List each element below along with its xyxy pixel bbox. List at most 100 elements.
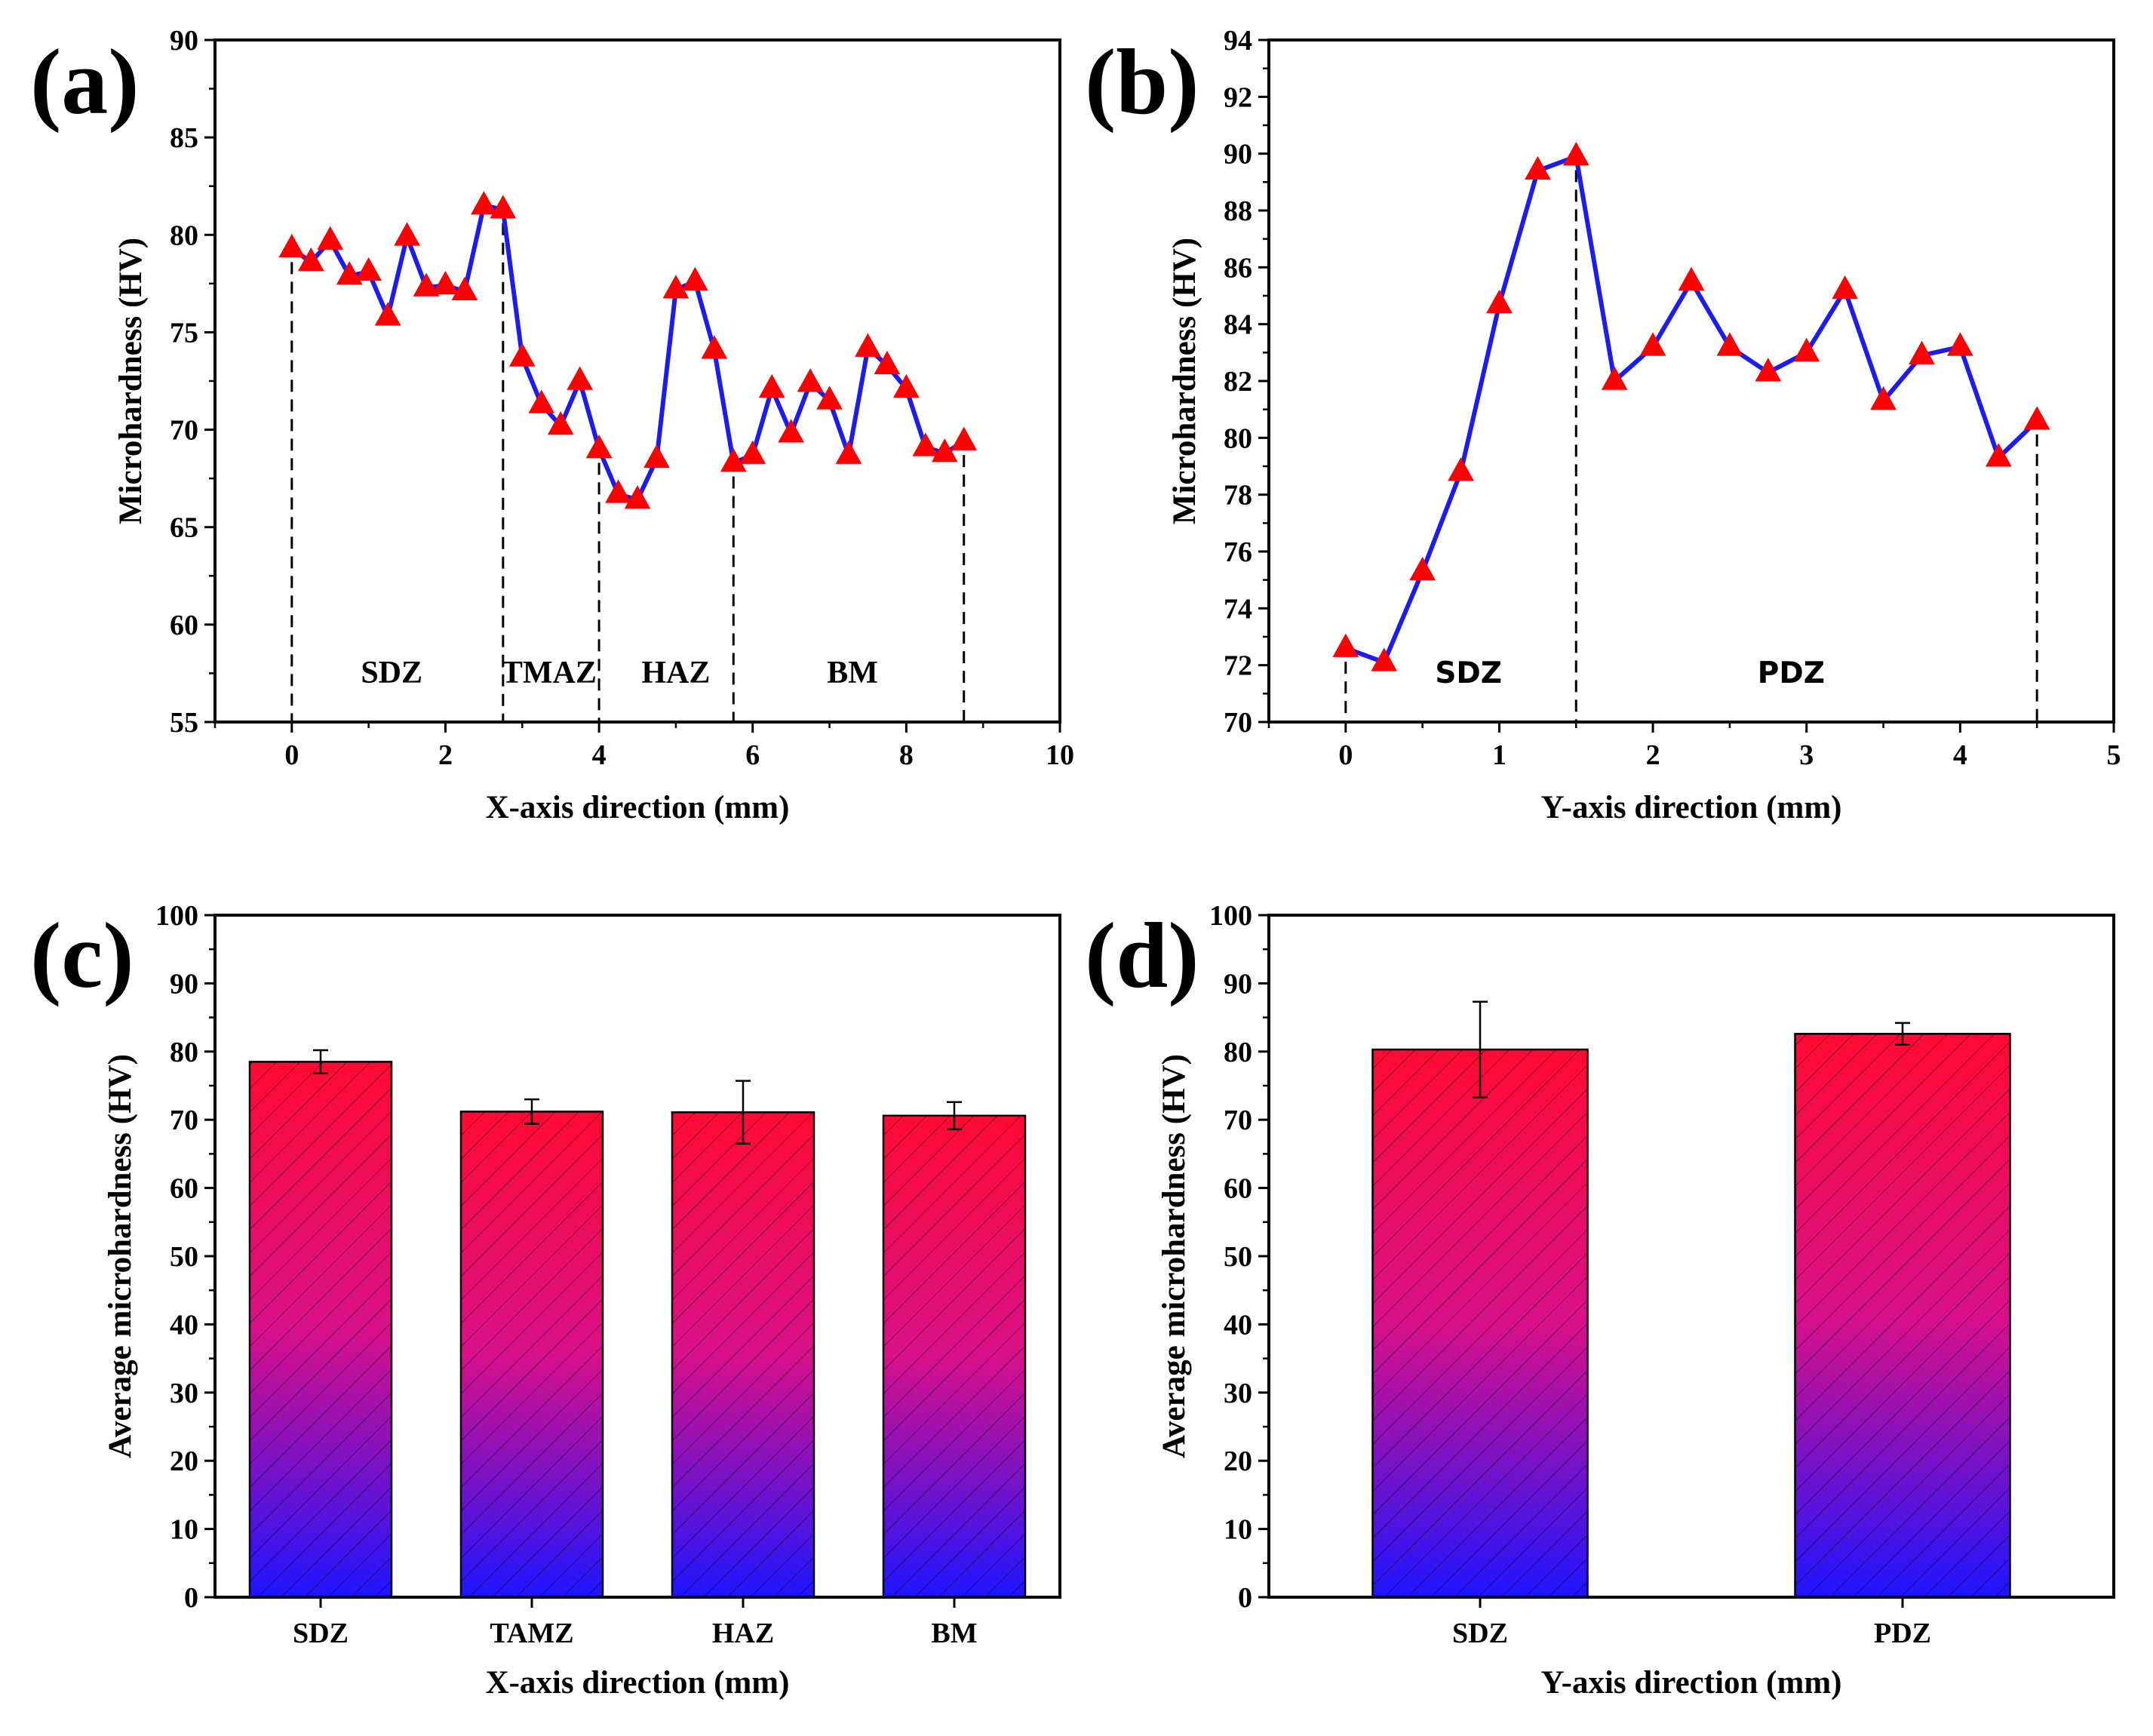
x-tick-label: PDZ <box>1874 1618 1931 1649</box>
x-tick-label: 10 <box>1046 739 1074 771</box>
data-point <box>874 350 901 375</box>
y-tick-label: 100 <box>155 900 198 932</box>
y-tick-label: 90 <box>170 968 198 1000</box>
y-tick-label: 90 <box>1224 968 1252 1000</box>
y-tick-label: 74 <box>1224 593 1252 625</box>
bar-hatch <box>1371 1048 1589 1599</box>
data-point <box>643 444 670 469</box>
data-point <box>951 426 978 450</box>
y-tick-label: 80 <box>170 1037 198 1068</box>
data-point <box>701 335 728 359</box>
data-point <box>528 389 555 413</box>
zone-label: BM <box>827 656 878 690</box>
data-point <box>567 366 593 390</box>
y-tick-label: 100 <box>1209 900 1252 932</box>
y-tick-label: 80 <box>1224 422 1252 454</box>
y-tick-label: 60 <box>170 1173 198 1205</box>
zone-label: HAZ <box>641 656 710 690</box>
data-point <box>2023 406 2050 430</box>
data-point <box>1985 443 2012 467</box>
chart-d: 0 10 20 30 40 50 60 70 80 90 100 Y-axis direction (… <box>1156 900 2115 1701</box>
x-tick-label: SDZ <box>1452 1618 1508 1649</box>
y-tick-label: 65 <box>170 512 198 544</box>
y-tick-label: 60 <box>1224 1173 1252 1205</box>
plot-frame <box>1267 914 2115 1599</box>
data-point <box>394 222 420 246</box>
chart-a: 55 60 65 70 75 80 85 90 X-axis direction (mm) Mic… <box>113 25 1074 825</box>
data-point <box>739 440 766 464</box>
data-point <box>797 368 824 392</box>
data-point <box>1947 332 1973 356</box>
y-tick-label: 84 <box>1224 309 1252 341</box>
data-point <box>490 195 517 219</box>
y-tick-label: 82 <box>1224 366 1252 398</box>
x-tick-label: 1 <box>1492 739 1506 771</box>
y-tick-label: 70 <box>170 415 198 447</box>
data-point <box>1909 340 1935 364</box>
y-tick-label: 90 <box>1224 139 1252 171</box>
plot-frame <box>1267 38 2115 724</box>
data-point <box>1870 386 1897 410</box>
y-tick-label: 80 <box>170 220 198 251</box>
x-tick-label: 2 <box>1646 739 1660 771</box>
data-point <box>720 448 747 472</box>
data-point <box>1486 289 1513 314</box>
x-axis-title: X-axis direction (mm) <box>486 1665 790 1701</box>
x-tick-label: 8 <box>899 739 914 771</box>
data-point <box>778 419 804 443</box>
y-tick-label: 70 <box>170 1105 198 1136</box>
plot-frame <box>213 914 1061 1599</box>
y-tick-label: 90 <box>170 25 198 57</box>
y-tick-label: 72 <box>1224 650 1252 682</box>
data-point <box>1639 332 1666 356</box>
data-point <box>682 266 708 291</box>
y-tick-label: 10 <box>170 1514 198 1546</box>
data-point <box>317 226 344 250</box>
y-tick-label: 70 <box>1224 707 1252 739</box>
y-tick-label: 55 <box>170 707 198 739</box>
x-tick-label: 5 <box>2107 739 2121 771</box>
data-point <box>585 434 613 459</box>
y-axis-title: Average microhardness (HV) <box>103 1054 138 1458</box>
y-tick-label: 75 <box>170 317 198 349</box>
y-tick-label: 80 <box>1224 1037 1252 1068</box>
data-point <box>471 191 497 215</box>
zone-label: SDZ <box>1435 656 1502 690</box>
data-point <box>432 270 459 295</box>
data-point <box>355 257 382 281</box>
data-point <box>758 373 785 398</box>
series-line <box>1344 154 2039 665</box>
data-point <box>1755 358 1782 382</box>
panel-b-letter: (b) <box>1085 30 1199 134</box>
y-tick-label: 60 <box>170 610 198 641</box>
zone-label: SDZ <box>361 656 422 690</box>
chart-b: 70 72 74 76 78 80 82 84 86 88 90 92 94 Y-axis directi… <box>1167 25 2121 825</box>
y-axis-title: Microhardness (HV) <box>113 238 149 524</box>
plot-frame <box>213 38 1061 724</box>
y-tick-label: 50 <box>170 1241 198 1273</box>
data-point <box>1448 457 1474 481</box>
y-tick-label: 78 <box>1224 480 1252 512</box>
data-point <box>336 261 363 285</box>
y-tick-label: 70 <box>1224 1105 1252 1136</box>
data-point <box>855 333 881 357</box>
y-tick-label: 92 <box>1224 81 1252 113</box>
y-tick-label: 85 <box>170 122 198 154</box>
bar-hatch <box>671 1111 815 1599</box>
x-axis-title: X-axis direction (mm) <box>486 790 790 825</box>
panel-a-letter: (a) <box>30 30 140 134</box>
data-point <box>1525 155 1551 180</box>
data-point <box>1832 275 1858 300</box>
x-axis-title: Y-axis direction (mm) <box>1541 790 1842 825</box>
y-tick-label: 30 <box>170 1378 198 1409</box>
data-point <box>508 343 536 367</box>
x-tick-label: HAZ <box>712 1618 774 1649</box>
data-point <box>413 272 440 297</box>
data-point <box>1371 647 1398 671</box>
bar-hatch <box>1794 1033 2011 1599</box>
x-tick-label: TAMZ <box>490 1618 573 1649</box>
y-tick-label: 50 <box>1224 1241 1252 1273</box>
panel-c-letter: (c) <box>30 904 134 1007</box>
